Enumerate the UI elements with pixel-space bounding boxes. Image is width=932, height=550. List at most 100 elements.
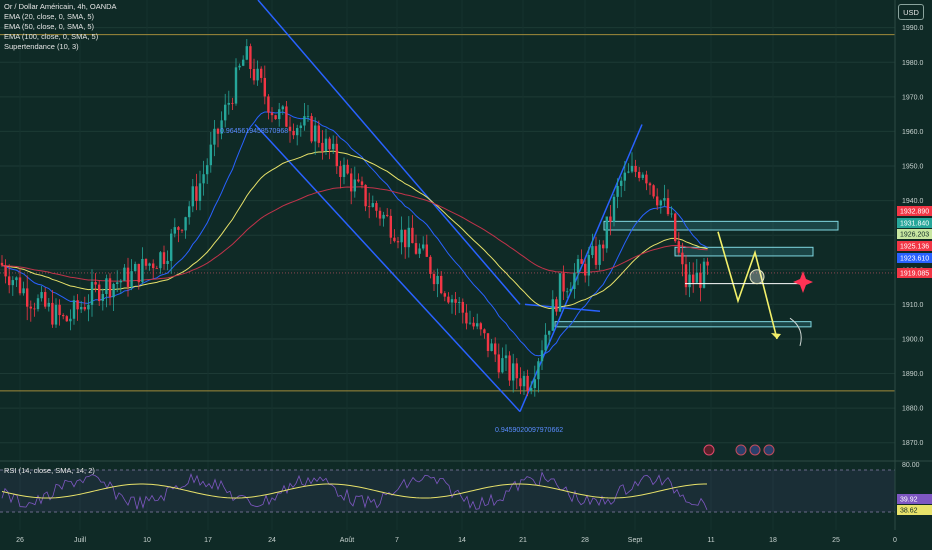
candle-body (335, 143, 338, 167)
candle-body (62, 315, 65, 317)
candle-body (98, 284, 101, 302)
candle-body (530, 388, 533, 391)
candle-body (425, 244, 428, 257)
downtrend-channel-upper (257, 0, 521, 305)
candle-body (357, 179, 360, 182)
candle-body (584, 263, 587, 276)
candle-body (494, 343, 497, 355)
rsi-band (0, 470, 895, 512)
candle-body (90, 282, 94, 305)
fib-annotation-low: 0.9459020097970662 (495, 427, 563, 434)
candle-body (443, 293, 446, 297)
candle-body (234, 67, 238, 104)
candle-body (281, 106, 284, 110)
candle-body (666, 198, 670, 215)
candle-body (569, 289, 572, 292)
candle-body (648, 183, 652, 186)
candle-body (54, 304, 58, 325)
candle-body (364, 184, 367, 207)
candle-body (80, 307, 83, 310)
candle-body (652, 185, 655, 197)
chart-grid (0, 27, 895, 444)
price-tags: 1932.890 1931.840 1926.203 1925.136 1923.610… (897, 206, 932, 515)
candle-body (26, 288, 29, 307)
candle-body (706, 261, 709, 266)
candle-body (94, 282, 97, 285)
candle-body (544, 334, 547, 351)
candle-body (454, 299, 457, 303)
candle-body (594, 246, 598, 265)
rsi-tick-label: 80.00 (902, 462, 920, 469)
rsi-line (1, 471, 708, 510)
rsi-ma-line (1, 483, 708, 499)
price-tag-box (897, 241, 932, 251)
time-tick-label: Juill (74, 537, 87, 544)
rsi-tag-label: 39.92 (900, 497, 918, 504)
candle-body (537, 361, 540, 380)
flag-icon (735, 444, 747, 456)
candle-body (414, 243, 418, 254)
candle-body (202, 174, 205, 184)
price-tick-label: 1970.0 (902, 94, 924, 101)
time-tick-label: Août (340, 537, 354, 544)
price-tag-label: 1932.890 (900, 209, 929, 216)
candle-body (274, 115, 277, 120)
indicator-supertrend[interactable]: Supertendance (10, 3) (4, 42, 79, 51)
candle-body (33, 308, 36, 310)
indicator-ema100[interactable]: EMA (100, close, 0, SMA, 5) (4, 32, 99, 41)
time-axis[interactable]: 26 Juill 10 17 24 Août 7 14 21 28 Sept 11 18 25 0 (0, 530, 932, 550)
candle-body (170, 233, 173, 261)
candle-body (620, 180, 623, 186)
candle-body (137, 263, 140, 283)
candle-body (501, 358, 504, 373)
price-tick-label: 1890.0 (902, 371, 924, 378)
candle-body (105, 278, 108, 294)
candle-body (206, 165, 209, 175)
candle-body (623, 172, 626, 181)
price-tick-label: 1940.0 (902, 198, 924, 205)
candle-body (119, 280, 122, 283)
time-tick-label: 26 (16, 537, 24, 544)
candle-body (40, 292, 43, 299)
explosion-icon (793, 271, 813, 293)
candle-body (134, 263, 137, 272)
trend-channels (254, 0, 643, 413)
candle-body (195, 186, 198, 201)
candle-body (458, 301, 461, 303)
candle-body (404, 229, 407, 248)
candle-body (512, 363, 515, 381)
candle-body (522, 375, 526, 387)
candle-body (0, 262, 4, 266)
rsi-legend[interactable]: RSI (14, close, SMA, 14, 2) (4, 466, 95, 475)
candle-body (346, 164, 349, 174)
time-tick-label: 10 (143, 537, 151, 544)
price-tick-label: 1950.0 (902, 164, 924, 171)
candle-body (389, 215, 392, 238)
candle-body (422, 244, 425, 249)
indicator-ema20[interactable]: EMA (20, close, 0, SMA, 5) (4, 12, 95, 21)
time-tick-label: 28 (581, 537, 589, 544)
candle-body (476, 323, 479, 327)
candlesticks (0, 39, 709, 397)
candle-body (634, 165, 637, 172)
candle-body (641, 174, 644, 178)
currency-button[interactable]: USD (898, 4, 924, 20)
indicator-ema50[interactable]: EMA (50, close, 0, SMA, 5) (4, 22, 95, 31)
candle-body (256, 68, 259, 81)
candle-body (609, 216, 612, 222)
candle-body (47, 302, 50, 307)
candle-body (209, 144, 212, 166)
candle-body (314, 125, 317, 142)
candle-body (216, 128, 220, 134)
candle-body (238, 65, 241, 68)
candle-body (483, 329, 486, 334)
candle-body (65, 316, 68, 322)
candle-body (393, 237, 396, 242)
price-tick-label: 1960.0 (902, 129, 924, 136)
price-tag-label: 1926.203 (900, 232, 929, 239)
horizontal-levels (0, 34, 895, 392)
candle-body (317, 125, 320, 143)
candle-body (152, 263, 155, 269)
candle-body (526, 375, 529, 391)
